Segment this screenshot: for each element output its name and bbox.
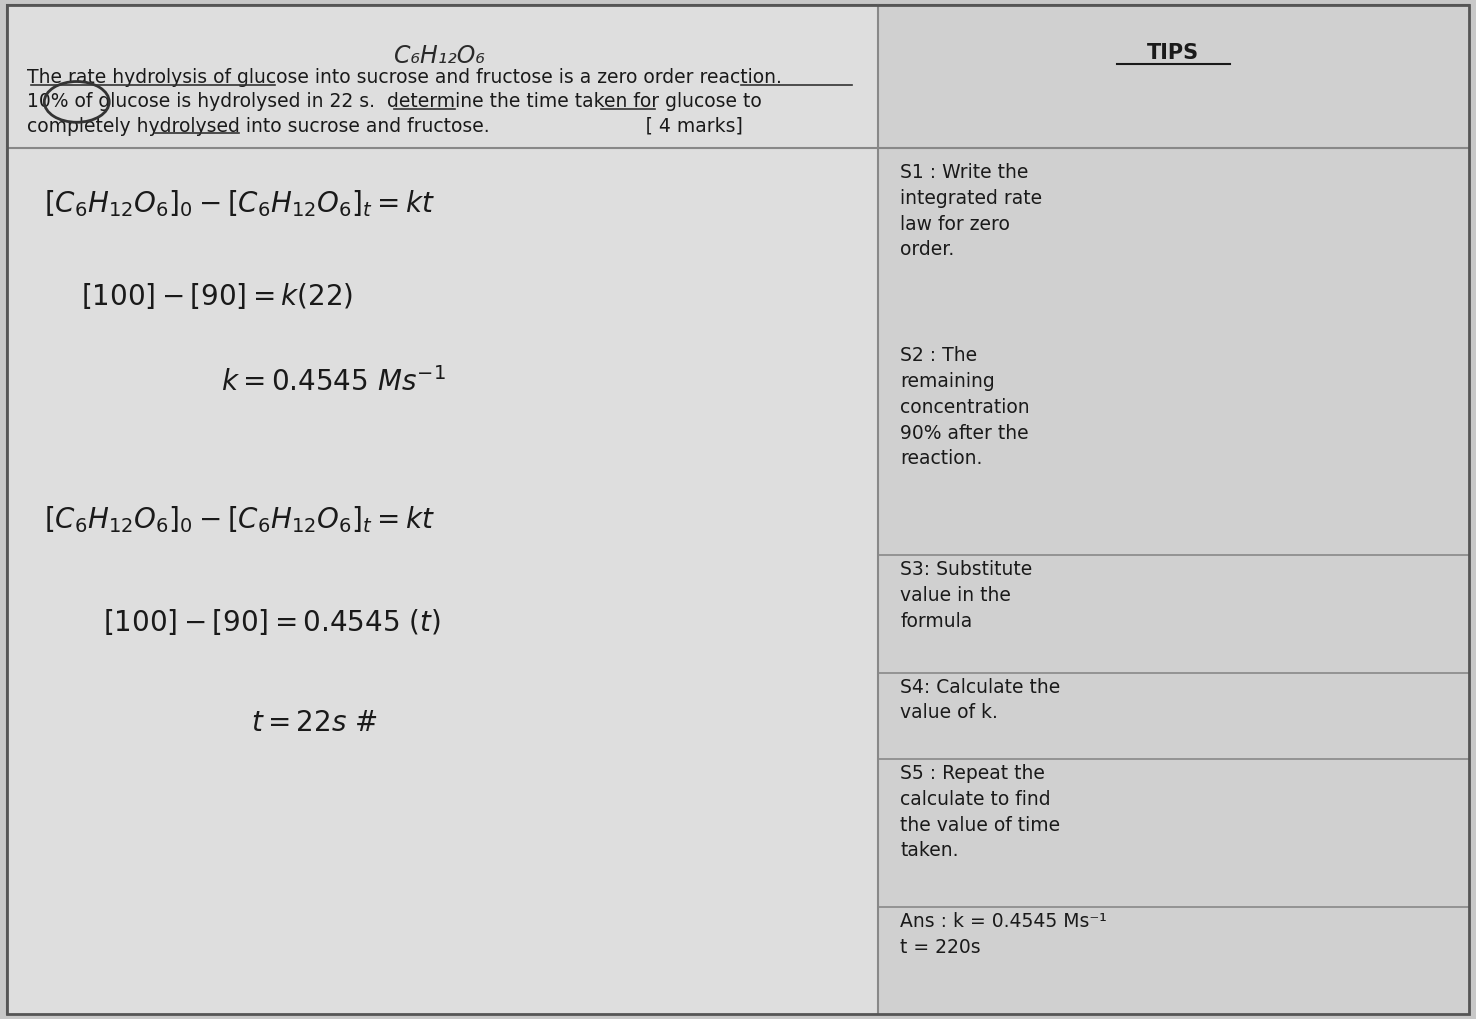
Text: S4: Calculate the
value of k.: S4: Calculate the value of k.	[900, 678, 1061, 722]
FancyBboxPatch shape	[7, 5, 1469, 1014]
FancyBboxPatch shape	[7, 5, 878, 1014]
Text: The rate hydrolysis of glucose into sucrose and fructose is a zero order reactio: The rate hydrolysis of glucose into sucr…	[27, 68, 781, 87]
Text: S2 : The
remaining
concentration
90% after the
reaction.: S2 : The remaining concentration 90% aft…	[900, 346, 1030, 469]
Text: $k = 0.4545\ Ms^{-1}$: $k = 0.4545\ Ms^{-1}$	[221, 367, 446, 397]
Text: S3: Substitute
value in the
formula: S3: Substitute value in the formula	[900, 560, 1033, 631]
Text: $t = 22s\ \#$: $t = 22s\ \#$	[251, 709, 378, 738]
Text: S1 : Write the
integrated rate
law for zero
order.: S1 : Write the integrated rate law for z…	[900, 163, 1042, 259]
Text: $[100] - [90] = 0.4545\ (t)$: $[100] - [90] = 0.4545\ (t)$	[103, 606, 441, 637]
Text: TIPS: TIPS	[1147, 43, 1200, 63]
Text: 10% of glucose is hydrolysed in 22 s.  determine the time taken for glucose to: 10% of glucose is hydrolysed in 22 s. de…	[27, 93, 762, 111]
Text: completely hydrolysed into sucrose and fructose.                          [ 4 ma: completely hydrolysed into sucrose and f…	[27, 117, 742, 136]
Text: $[C_6H_{12}O_6]_0 - [C_6H_{12}O_6]_t = kt$: $[C_6H_{12}O_6]_0 - [C_6H_{12}O_6]_t = k…	[44, 189, 435, 219]
Text: C₆H₁₂O₆: C₆H₁₂O₆	[394, 44, 484, 68]
Text: $[100] - [90] = k(22)$: $[100] - [90] = k(22)$	[81, 280, 353, 311]
Text: S5 : Repeat the
calculate to find
the value of time
taken.: S5 : Repeat the calculate to find the va…	[900, 764, 1060, 860]
FancyBboxPatch shape	[878, 5, 1469, 1014]
Text: Ans : k = 0.4545 Ms⁻¹
t = 220s: Ans : k = 0.4545 Ms⁻¹ t = 220s	[900, 912, 1107, 957]
Text: $[C_6H_{12}O_6]_0 - [C_6H_{12}O_6]_t = kt$: $[C_6H_{12}O_6]_0 - [C_6H_{12}O_6]_t = k…	[44, 504, 435, 535]
